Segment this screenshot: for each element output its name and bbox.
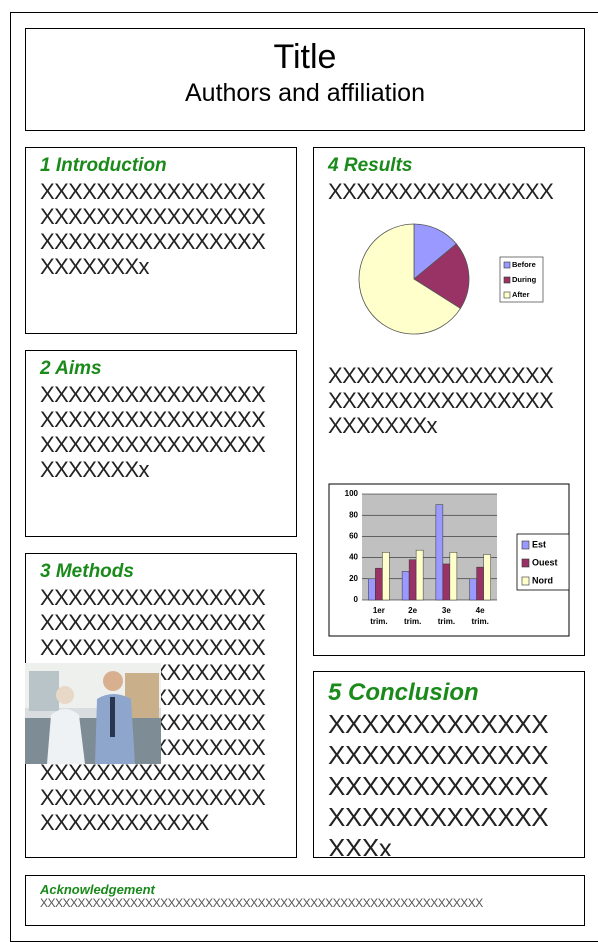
y-tick-label: 20: [349, 574, 358, 583]
poster: Title Authors and affiliation 1 Introduc…: [0, 0, 598, 932]
bar: [402, 571, 409, 600]
bar: [416, 550, 423, 600]
bar: [470, 579, 477, 600]
legend-swatch: [504, 292, 510, 298]
legend-label: After: [512, 290, 530, 299]
y-tick-label: 0: [354, 595, 359, 604]
charts: BeforeDuringAfter0204060801001ertrim.2et…: [0, 0, 598, 932]
bar: [443, 564, 450, 600]
bar: [375, 568, 382, 600]
y-tick-label: 100: [345, 489, 359, 498]
legend-swatch: [504, 262, 510, 268]
legend-swatch: [522, 559, 529, 567]
legend-label: During: [512, 275, 537, 284]
y-tick-label: 60: [349, 532, 358, 541]
legend-swatch: [522, 577, 529, 585]
bar: [436, 505, 443, 600]
legend-swatch: [522, 541, 529, 549]
legend-label: Est: [532, 539, 546, 549]
legend-label: Before: [512, 260, 536, 269]
bar: [382, 552, 389, 600]
bar: [484, 554, 491, 600]
legend-label: Nord: [532, 575, 553, 585]
bar: [409, 560, 416, 600]
y-tick-label: 80: [349, 510, 358, 519]
legend-swatch: [504, 277, 510, 283]
bar: [368, 579, 375, 600]
y-tick-label: 40: [349, 553, 358, 562]
bar: [450, 552, 457, 600]
legend-label: Ouest: [532, 557, 558, 567]
bar: [477, 567, 484, 600]
